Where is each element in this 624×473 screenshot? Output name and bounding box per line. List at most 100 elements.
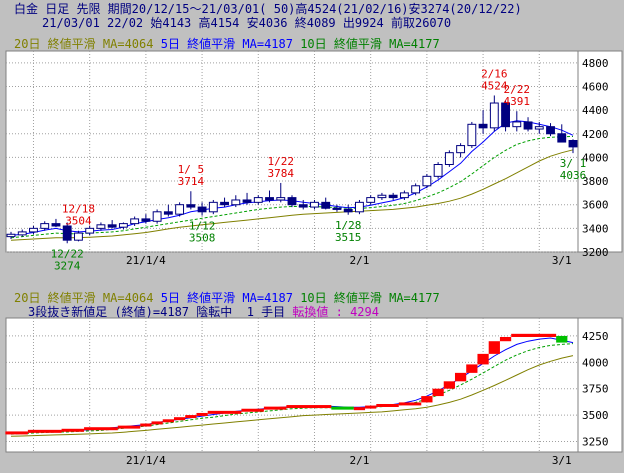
break-brick — [196, 412, 208, 416]
top-y-tick-label: 3800 — [582, 175, 609, 188]
candle — [568, 140, 578, 148]
candle — [489, 102, 499, 129]
annotation-date: 1/ 5 — [178, 163, 205, 176]
candle — [523, 121, 533, 130]
ma20-line — [10, 149, 574, 241]
break-ma20-line — [10, 355, 574, 437]
break-brick — [365, 405, 377, 409]
candle — [118, 223, 128, 228]
candle — [366, 197, 376, 203]
break-brick — [61, 428, 85, 432]
break-brick — [286, 405, 332, 409]
top-y-axis-area — [577, 50, 623, 253]
annotation-value: 3504 — [65, 215, 92, 228]
bottom-y-axis-area — [577, 317, 623, 453]
legend-ma20: 20日 終値平滑 MA=4064 — [14, 37, 154, 51]
annotation-value: 4036 — [560, 169, 587, 182]
break-brick — [151, 421, 163, 425]
annotation-date: 12/22 — [51, 247, 84, 260]
candle — [321, 201, 331, 209]
candle — [478, 123, 488, 129]
annotation-value: 3714 — [178, 175, 205, 188]
bottom-y-tick-label: 3750 — [582, 383, 609, 396]
candle — [74, 232, 83, 241]
break-brick — [5, 431, 28, 435]
break-ma5-line — [10, 337, 574, 434]
break-ma10-line — [10, 343, 574, 435]
break-brick — [432, 388, 444, 397]
candle — [546, 126, 555, 135]
candle — [107, 224, 117, 228]
legend-ma5: 5日 終値平滑 MA=4187 — [160, 37, 293, 51]
candle — [130, 218, 140, 225]
annotation-value: 4391 — [504, 95, 531, 108]
candle — [141, 218, 151, 222]
break-info-state: 陰転中 — [196, 305, 233, 319]
legend-ma10: 10日 終値平滑 MA=4177 — [300, 37, 440, 51]
annotation-date: 2/22 — [504, 83, 531, 96]
top-y-tick-label: 3200 — [582, 246, 609, 259]
candle — [298, 204, 308, 208]
break-brick — [331, 406, 354, 410]
chart-header-line2: 21/03/01 22/02 始4143 高4154 安4036 終4089 出… — [42, 16, 452, 30]
candle — [276, 197, 286, 201]
candle — [17, 231, 27, 236]
chart-header-line1: 白金 日足 先限 期間20/12/15～21/03/01( 50)高4524(2… — [14, 2, 522, 16]
candle — [231, 199, 241, 206]
top-y-tick-label: 4600 — [582, 80, 609, 93]
candle — [377, 194, 387, 199]
break-brick — [499, 336, 512, 342]
break-brick — [185, 415, 197, 419]
candle — [163, 211, 173, 215]
top-plot-area — [5, 50, 579, 253]
top-y-tick-label: 3600 — [582, 199, 609, 212]
candle — [355, 201, 364, 213]
break-brick — [376, 403, 399, 407]
annotation-date: 1/22 — [268, 155, 295, 168]
candle — [287, 197, 297, 206]
candle — [208, 201, 218, 213]
legend2-ma20: 20日 終値平滑 MA=4064 — [14, 291, 154, 305]
candle — [51, 223, 61, 227]
break-brick — [84, 427, 118, 431]
candle — [265, 197, 274, 201]
candle — [40, 223, 50, 229]
candle — [388, 194, 398, 199]
bottom-y-tick-label: 3500 — [582, 409, 609, 422]
break-brick — [488, 341, 500, 354]
top-x-tick-label: 3/1 — [552, 254, 572, 267]
candle — [467, 123, 477, 147]
legend2-ma10: 10日 終値平滑 MA=4177 — [300, 291, 440, 305]
ma5-line — [10, 120, 574, 236]
candle — [310, 201, 319, 208]
annotation-value: 4524 — [481, 79, 508, 92]
candle — [152, 211, 162, 222]
bottom-x-tick-label: 3/1 — [552, 454, 572, 467]
break-brick — [511, 333, 557, 337]
candle — [29, 227, 38, 233]
candle — [175, 204, 185, 215]
break-brick — [117, 425, 141, 429]
candle — [422, 175, 432, 187]
break-brick — [162, 419, 174, 423]
bottom-y-tick-label: 4250 — [582, 330, 609, 343]
candle — [253, 197, 263, 203]
annotation-date: 12/18 — [62, 203, 95, 216]
candle — [197, 206, 207, 213]
candle — [433, 164, 443, 177]
break-brick — [207, 410, 242, 414]
annotation-value: 3784 — [268, 167, 295, 180]
break-brick — [398, 402, 422, 406]
legend2-ma5: 5日 終値平滑 MA=4187 — [160, 291, 293, 305]
top-y-tick-label: 3400 — [582, 222, 609, 235]
break-brick — [173, 417, 186, 421]
break-brick — [241, 408, 264, 412]
top-x-tick-label: 21/1/4 — [126, 254, 166, 267]
ma10-line — [10, 136, 574, 239]
candle — [96, 224, 106, 229]
top-y-tick-label: 4800 — [582, 57, 609, 70]
break-brick — [556, 335, 568, 343]
bottom-plot-area — [5, 317, 579, 453]
candle — [456, 145, 466, 154]
